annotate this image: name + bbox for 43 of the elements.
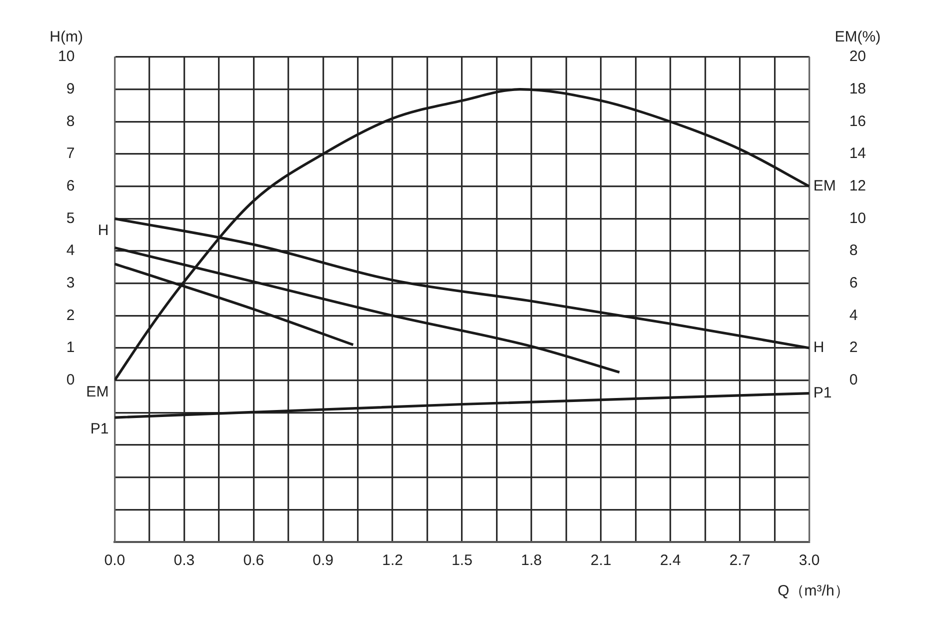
y2-tick-label: 2	[849, 339, 858, 356]
y-tick-label: 5	[66, 210, 75, 227]
line-series	[114, 88, 810, 382]
x-tick-label: 1.5	[452, 552, 472, 570]
y-tick-label: 0	[66, 371, 75, 388]
x-tick-label: 1.8	[521, 552, 542, 570]
x-tick-label: 2.1	[590, 552, 612, 570]
y2-axis-title: EM(%)	[834, 28, 881, 46]
series-label: H	[813, 339, 824, 356]
x-tick-label: 0.6	[243, 552, 264, 570]
text: P1	[90, 420, 109, 438]
x-tick-label: 0.9	[312, 552, 334, 570]
y2-tick-label: 14	[849, 145, 866, 162]
y2-tick-label: 6	[849, 274, 858, 292]
y-tick-label: 9	[66, 80, 75, 98]
x-tick-label: 0.3	[174, 552, 195, 570]
y-axis-title: H(m)	[50, 28, 84, 46]
y-tick-label: 10	[58, 48, 75, 66]
y2-tick-label: 18	[849, 80, 866, 98]
x-tick-label: 2.7	[729, 552, 750, 570]
y-tick-label: 3	[66, 274, 75, 292]
y-tick-label: 8	[66, 112, 75, 130]
y2-tick-label: 4	[849, 306, 858, 324]
x-tick-label: 0.0	[104, 552, 126, 570]
y2-tick-label: 0	[849, 371, 858, 388]
y-tick-label: 1	[66, 339, 75, 356]
y2-tick-label: 16	[849, 112, 866, 130]
y2-tick-label: 8	[849, 242, 858, 260]
x-tick-label: 1.2	[382, 552, 403, 570]
y-tick-label: 4	[66, 242, 75, 260]
y-tick-label: 7	[66, 145, 75, 162]
y-tick-label: 2	[66, 306, 75, 324]
x-tick-label: 3.0	[798, 552, 820, 570]
x-axis-title: Q（m³/h）	[778, 582, 850, 600]
series-label: EM	[813, 177, 836, 194]
text: H	[98, 222, 109, 239]
series-label: P1	[813, 384, 832, 402]
y2-tick-label: 10	[849, 210, 866, 227]
y-tick-label: 6	[66, 177, 75, 194]
y2-tick-label: 12	[849, 177, 866, 194]
y2-tick-label: 20	[849, 48, 866, 66]
x-tick-label: 2.4	[660, 552, 681, 570]
text: EM	[86, 383, 109, 400]
